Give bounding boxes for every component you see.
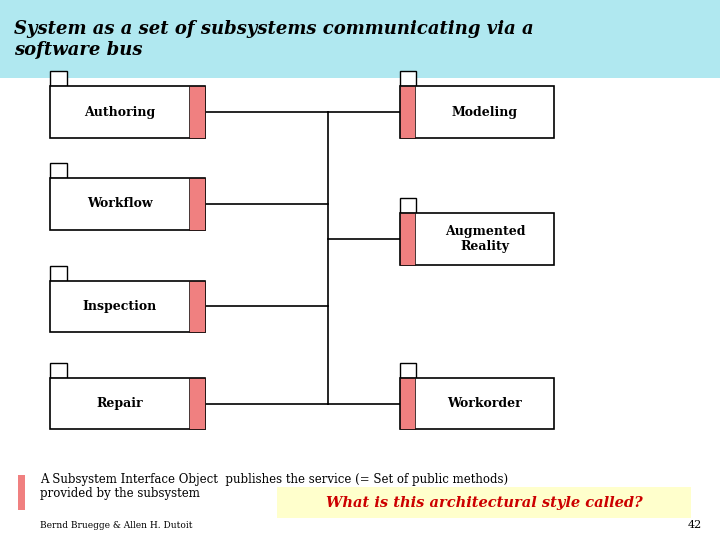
Bar (189, 378, 205, 429)
Bar (400, 213, 554, 265)
Bar (18, 475, 25, 510)
Bar (189, 178, 205, 230)
Text: What is this architectural style called?: What is this architectural style called? (326, 496, 642, 510)
Text: Workorder: Workorder (448, 397, 522, 410)
Bar (400, 71, 416, 86)
Bar (400, 213, 415, 265)
Text: 42: 42 (688, 520, 702, 530)
Text: Bernd Bruegge & Allen H. Dutoit: Bernd Bruegge & Allen H. Dutoit (40, 521, 192, 530)
Bar (50, 281, 205, 332)
Bar (400, 86, 554, 138)
Bar (0, 0, 720, 78)
Bar (400, 198, 416, 213)
Text: Workflow: Workflow (87, 197, 153, 211)
Bar (400, 378, 554, 429)
Bar (189, 281, 205, 332)
Text: A Subsystem Interface Object  publishes the service (= Set of public methods)
pr: A Subsystem Interface Object publishes t… (40, 472, 508, 501)
Bar (400, 363, 416, 378)
Bar (189, 86, 205, 138)
Text: Inspection: Inspection (83, 300, 157, 313)
Bar (50, 86, 205, 138)
Bar (277, 487, 691, 518)
Bar (400, 378, 415, 429)
Bar (50, 178, 205, 230)
Bar (400, 86, 415, 138)
Bar (50, 71, 67, 86)
Text: Repair: Repair (96, 397, 143, 410)
Bar (50, 163, 67, 178)
Text: Augmented
Reality: Augmented Reality (445, 225, 525, 253)
Bar (50, 266, 67, 281)
Bar (50, 363, 67, 378)
Text: System as a set of subsystems communicating via a
software bus: System as a set of subsystems communicat… (14, 20, 534, 58)
Text: Authoring: Authoring (84, 105, 156, 119)
Text: Modeling: Modeling (452, 105, 518, 119)
Bar (50, 378, 205, 429)
